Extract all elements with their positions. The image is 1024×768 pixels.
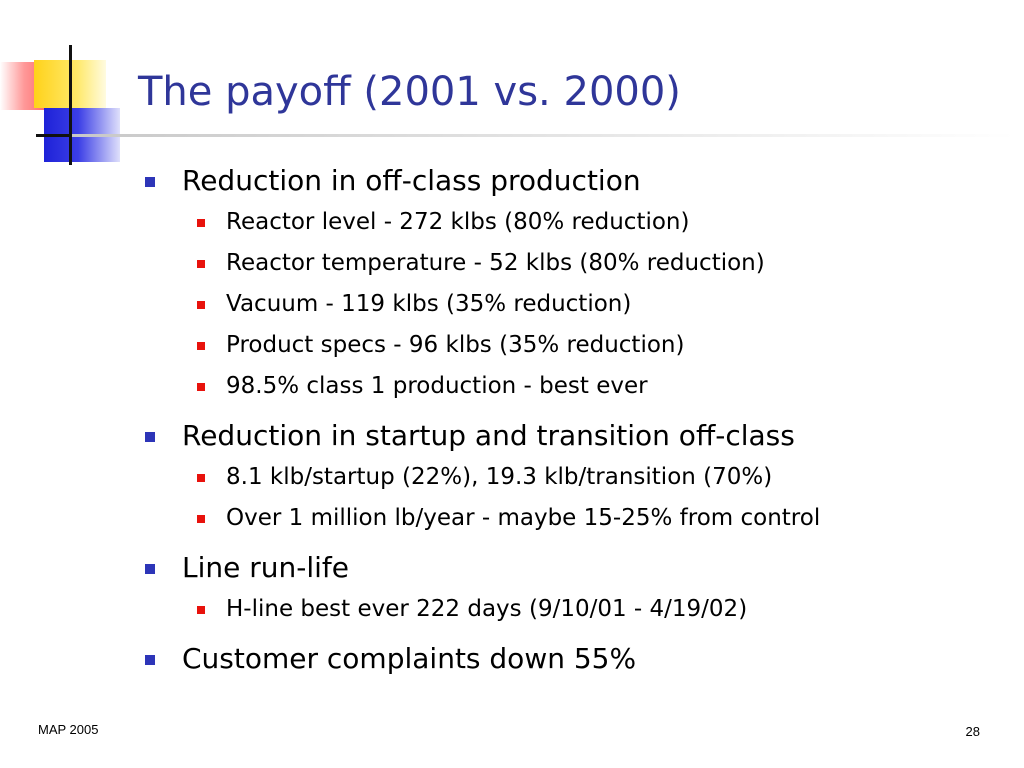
bullet-item: Reduction in off-class production [140,160,1000,202]
sub-bullet-item: 8.1 klb/startup (22%), 19.3 klb/transiti… [140,457,1000,498]
square-bullet-icon [145,655,155,665]
sub-bullet-item: Reactor temperature - 52 klbs (80% reduc… [140,243,1000,284]
bullet-text: Reduction in startup and transition off-… [182,419,795,452]
sub-bullet-item: H-line best ever 222 days (9/10/01 - 4/1… [140,589,1000,630]
square-bullet-icon [197,219,205,227]
sub-bullet-text: Vacuum - 119 klbs (35% reduction) [226,291,632,317]
sub-bullet-text: Reactor temperature - 52 klbs (80% reduc… [226,250,765,276]
bullet-item: Line run-life [140,547,1000,589]
sub-bullet-text: 8.1 klb/startup (22%), 19.3 klb/transiti… [226,464,773,490]
sub-bullet-item: Over 1 million lb/year - maybe 15-25% fr… [140,498,1000,539]
square-bullet-icon [197,515,205,523]
square-bullet-icon [145,564,155,574]
footer-label: MAP 2005 [38,722,99,737]
bullet-content: Reduction in off-class production Reacto… [140,160,1000,680]
logo-vertical-line [69,45,72,165]
square-bullet-icon [197,383,205,391]
bullet-text: Customer complaints down 55% [182,642,637,675]
square-bullet-icon [197,342,205,350]
sub-bullet-item: Product specs - 96 klbs (35% reduction) [140,325,1000,366]
sub-bullet-item: Vacuum - 119 klbs (35% reduction) [140,284,1000,325]
sub-bullet-list: Reactor level - 272 klbs (80% reduction)… [140,202,1000,407]
sub-bullet-list: H-line best ever 222 days (9/10/01 - 4/1… [140,589,1000,630]
decorative-logo [0,0,160,170]
bullet-text: Line run-life [182,551,350,584]
sub-bullet-text: Reactor level - 272 klbs (80% reduction) [226,209,690,235]
bullet-item: Customer complaints down 55% [140,638,1000,680]
bullet-item: Reduction in startup and transition off-… [140,415,1000,457]
square-bullet-icon [197,474,205,482]
bullet-text: Reduction in off-class production [182,164,641,197]
sub-bullet-text: 98.5% class 1 production - best ever [226,373,648,399]
title-divider [72,134,1016,137]
page-number: 28 [965,724,980,739]
sub-bullet-text: Product specs - 96 klbs (35% reduction) [226,332,685,358]
sub-bullet-text: H-line best ever 222 days (9/10/01 - 4/1… [226,596,748,622]
sub-bullet-item: Reactor level - 272 klbs (80% reduction) [140,202,1000,243]
square-bullet-icon [197,301,205,309]
square-bullet-icon [145,432,155,442]
square-bullet-icon [197,260,205,268]
square-bullet-icon [145,177,155,187]
square-bullet-icon [197,606,205,614]
sub-bullet-text: Over 1 million lb/year - maybe 15-25% fr… [226,505,821,531]
sub-bullet-list: 8.1 klb/startup (22%), 19.3 klb/transiti… [140,457,1000,539]
slide-title: The payoff (2001 vs. 2000) [138,69,681,115]
sub-bullet-item: 98.5% class 1 production - best ever [140,366,1000,407]
